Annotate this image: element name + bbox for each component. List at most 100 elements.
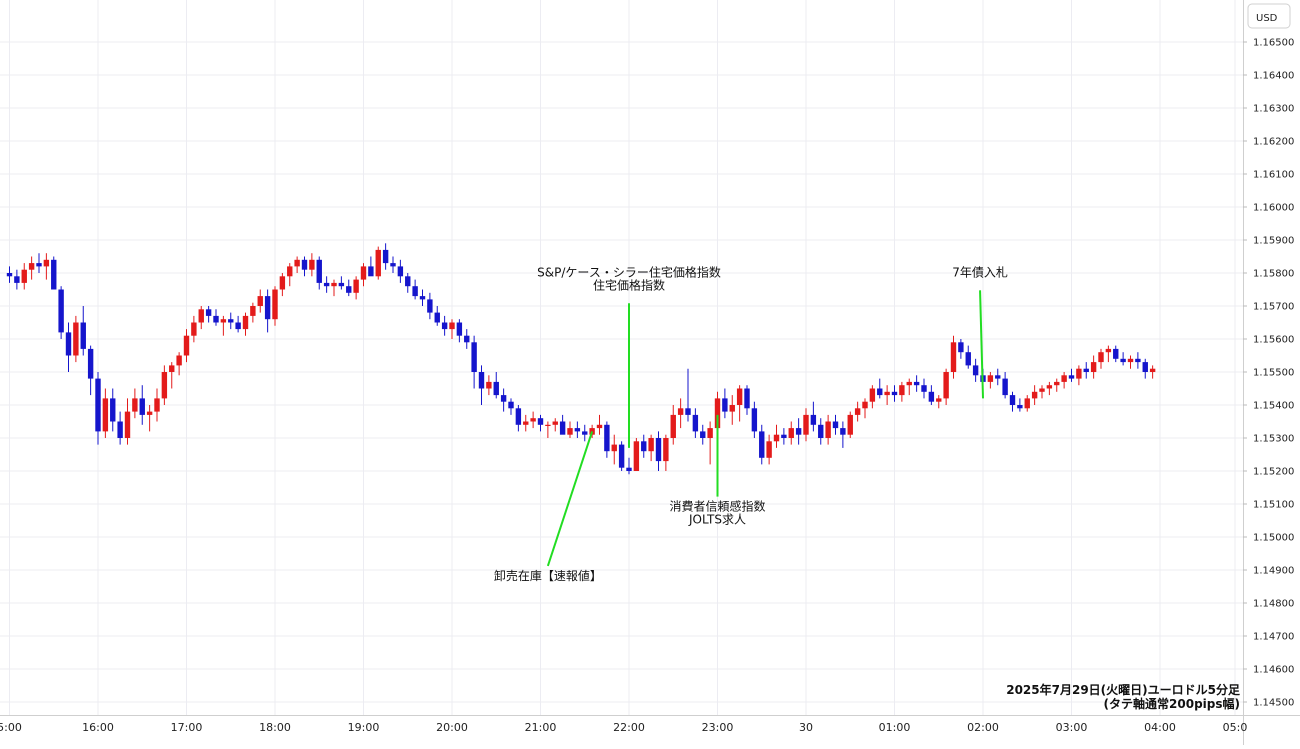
candle: [677, 398, 684, 429]
candle-body: [921, 385, 927, 392]
candle-body: [176, 355, 182, 366]
time-axis-label: 30: [799, 721, 813, 734]
candle-body: [1120, 358, 1126, 363]
candle-body: [818, 424, 824, 438]
candle: [1098, 348, 1104, 369]
candle-body: [441, 322, 448, 330]
candle-body: [987, 375, 994, 382]
candle: [788, 421, 794, 445]
candle-body: [213, 315, 219, 323]
candle-body: [1054, 381, 1060, 386]
candle-body: [331, 282, 337, 287]
candle-body: [795, 428, 802, 435]
price-axis-label: 1.16100: [1253, 170, 1294, 181]
candle-body: [810, 414, 817, 425]
candle-body: [36, 263, 42, 267]
currency-unit-box[interactable]: [1247, 3, 1291, 29]
price-axis-label: 1.15900: [1253, 236, 1294, 247]
candle-body: [825, 421, 831, 438]
candle-body: [346, 286, 352, 293]
candle: [146, 405, 153, 432]
candle-body: [360, 266, 367, 280]
candle: [854, 401, 861, 422]
candle: [995, 368, 1001, 386]
candle-body: [677, 408, 684, 415]
candle: [1120, 352, 1126, 366]
chart-caption-title: 2025年7月29日(火曜日)ユーロドル5分足: [1006, 682, 1240, 697]
candle: [1113, 345, 1119, 363]
annotation-pointer-line: [546, 431, 594, 567]
candle-body: [449, 322, 455, 330]
candle-body: [205, 309, 212, 316]
candle: [523, 414, 529, 432]
candle-body: [257, 296, 263, 306]
candle: [1061, 372, 1067, 389]
candle: [559, 414, 566, 435]
candle-body: [1061, 375, 1067, 382]
candle-body: [272, 289, 278, 320]
price-axis-label: 1.15700: [1253, 302, 1294, 313]
candle: [626, 457, 632, 475]
candle: [530, 411, 536, 429]
time-axis-label: 16:00: [82, 721, 114, 734]
candle-body: [316, 259, 322, 283]
candle: [471, 335, 477, 389]
candle: [1076, 365, 1082, 386]
candle: [618, 441, 625, 471]
price-axis-label: 1.16400: [1253, 71, 1294, 82]
price-axis-label: 1.16200: [1253, 137, 1294, 148]
candle-body: [1098, 352, 1104, 363]
candle-body: [995, 375, 1001, 379]
candle-body: [500, 395, 507, 402]
candle: [500, 388, 507, 412]
candle: [508, 398, 514, 415]
candle-body: [169, 365, 175, 372]
candle-body: [493, 381, 499, 396]
candle: [1046, 381, 1053, 396]
candle: [663, 434, 669, 471]
candle: [331, 279, 337, 297]
candle: [803, 408, 809, 442]
candle-body: [95, 378, 101, 432]
candle: [205, 306, 212, 323]
candle-body: [323, 282, 330, 287]
price-axis-label: 1.16300: [1253, 104, 1294, 115]
candle-body: [840, 428, 846, 435]
candle-body: [515, 408, 522, 425]
candle: [228, 312, 234, 330]
candle: [21, 263, 27, 290]
candle: [906, 378, 912, 396]
candle-body: [766, 441, 772, 458]
candle: [1135, 352, 1141, 369]
candle-body: [87, 348, 94, 379]
time-axis-label: 21:00: [525, 721, 557, 734]
candle-body: [936, 398, 942, 402]
candle: [685, 368, 691, 422]
candle: [1090, 355, 1097, 379]
time-axis-label: 20:00: [436, 721, 468, 734]
candle: [884, 385, 890, 405]
candle: [641, 434, 647, 458]
candle: [1024, 395, 1030, 412]
candle-body: [545, 424, 551, 426]
candle-body: [596, 424, 603, 429]
price-axis-label: 1.15600: [1253, 335, 1294, 346]
candle: [493, 372, 499, 399]
event-annotations: 卸売在庫【速報値】 S&P/ケース・シラー住宅価格指数住宅価格指数消費者信頼感指数…: [494, 264, 1008, 583]
candle: [832, 414, 839, 435]
candle: [1149, 365, 1156, 379]
candle-body: [161, 372, 168, 399]
candle-body: [73, 322, 79, 356]
annotation-label: 卸売在庫【速報値】: [494, 568, 602, 583]
candle: [405, 273, 411, 293]
candle-body: [781, 434, 787, 438]
candle: [596, 414, 603, 435]
candle: [124, 398, 131, 445]
candle-body: [1039, 388, 1045, 392]
candle-body: [972, 365, 979, 376]
candle-body: [832, 421, 839, 429]
candle: [943, 368, 949, 405]
